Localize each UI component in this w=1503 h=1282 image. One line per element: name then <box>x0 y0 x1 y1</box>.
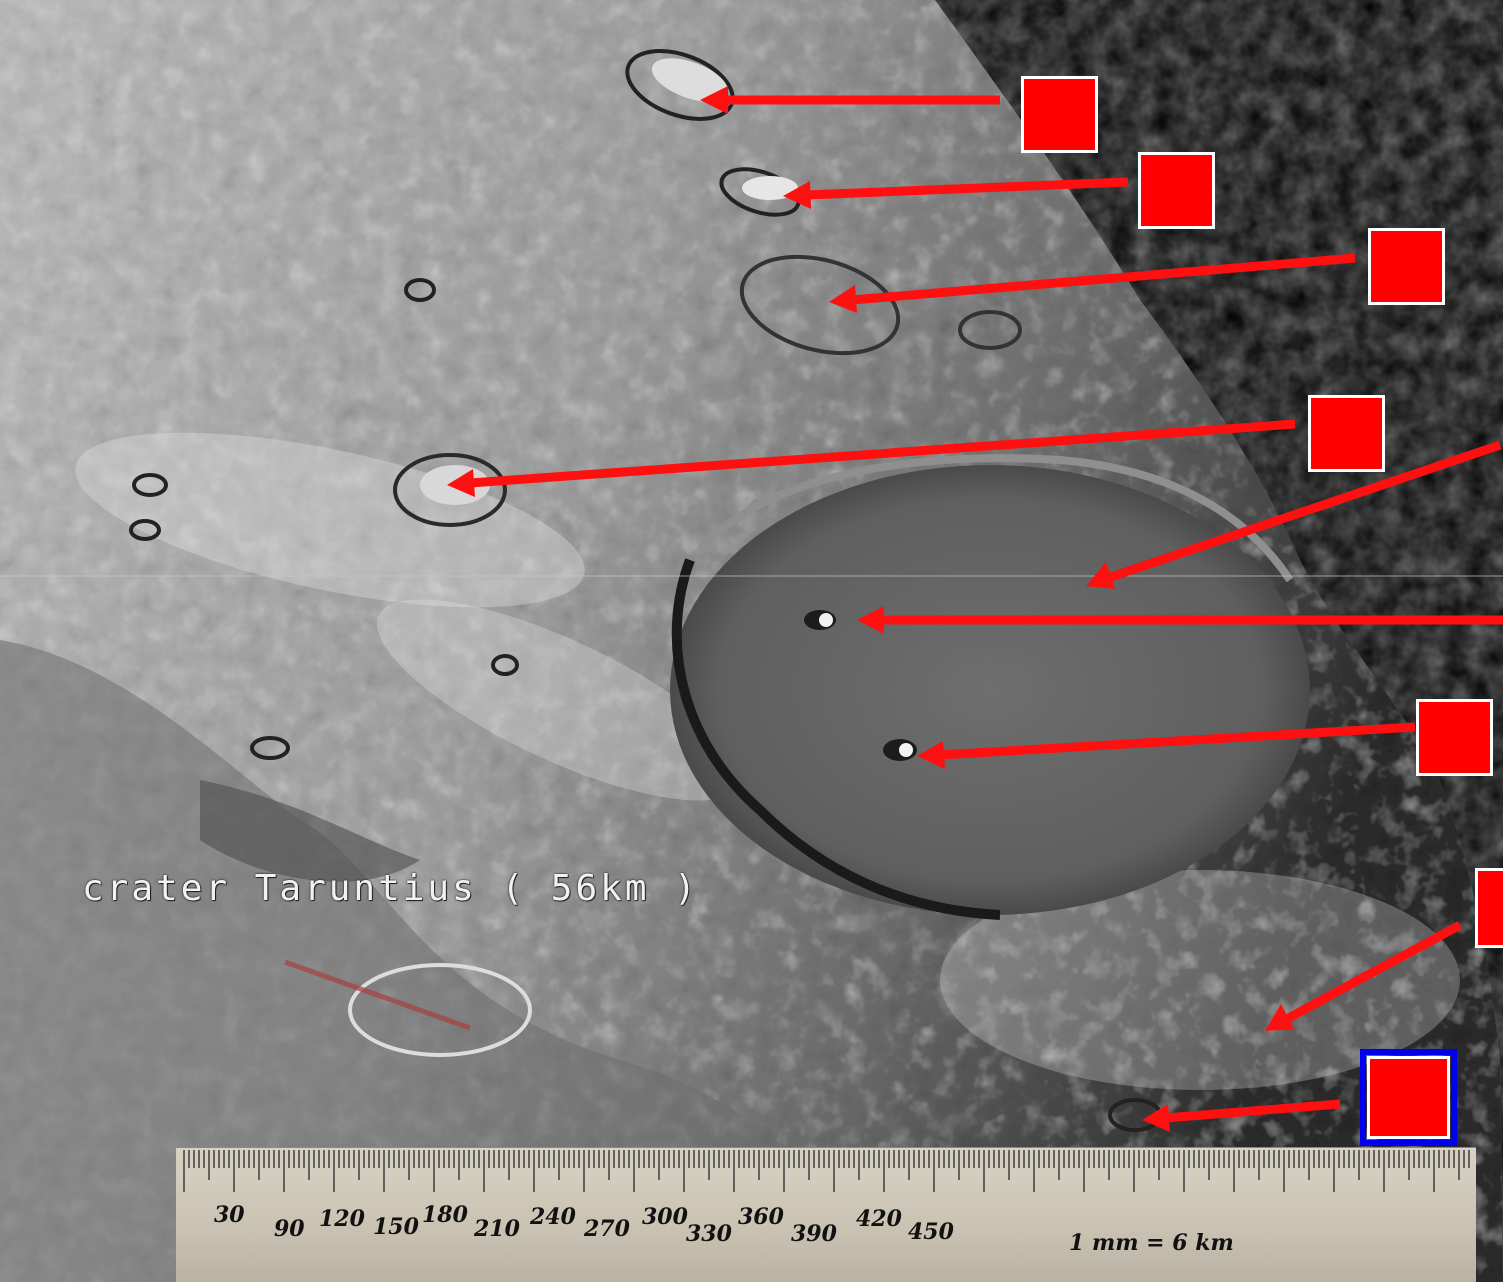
scale-note: 1 mm = 6 km <box>1069 1230 1234 1256</box>
ruler-label: 390 <box>791 1221 838 1247</box>
crater-caption: crater Taruntius ( 56km ) <box>82 868 699 909</box>
ruler-label: 330 <box>686 1221 733 1247</box>
marker-9[interactable] <box>1360 1049 1457 1146</box>
marker-7[interactable] <box>1416 699 1493 776</box>
ruler-label: 240 <box>529 1204 577 1230</box>
ruler-label: 180 <box>422 1202 469 1228</box>
ruler-label: 120 <box>319 1206 366 1232</box>
marker-1[interactable] <box>1021 76 1098 153</box>
ruler-label: 30 <box>214 1202 245 1228</box>
marker-2[interactable] <box>1138 152 1215 229</box>
ruler-label: 420 <box>856 1206 903 1232</box>
marker-3[interactable] <box>1368 228 1445 305</box>
ruler-label: 300 <box>642 1204 689 1230</box>
ruler-label: 210 <box>473 1216 521 1242</box>
ruler-label: 270 <box>583 1216 631 1242</box>
annotation-arrows <box>447 86 1503 1132</box>
ruler-label: 90 <box>274 1216 305 1242</box>
marker-4[interactable] <box>1308 395 1385 472</box>
ruler-label: 150 <box>373 1214 420 1240</box>
ruler-label: 360 <box>738 1204 785 1230</box>
ruler-label: 450 <box>908 1219 955 1245</box>
scale-ruler: 30 90 120 150 180 210 240 270 300 330 360 390 420 450… <box>176 1147 1476 1282</box>
marker-8[interactable] <box>1475 868 1503 948</box>
